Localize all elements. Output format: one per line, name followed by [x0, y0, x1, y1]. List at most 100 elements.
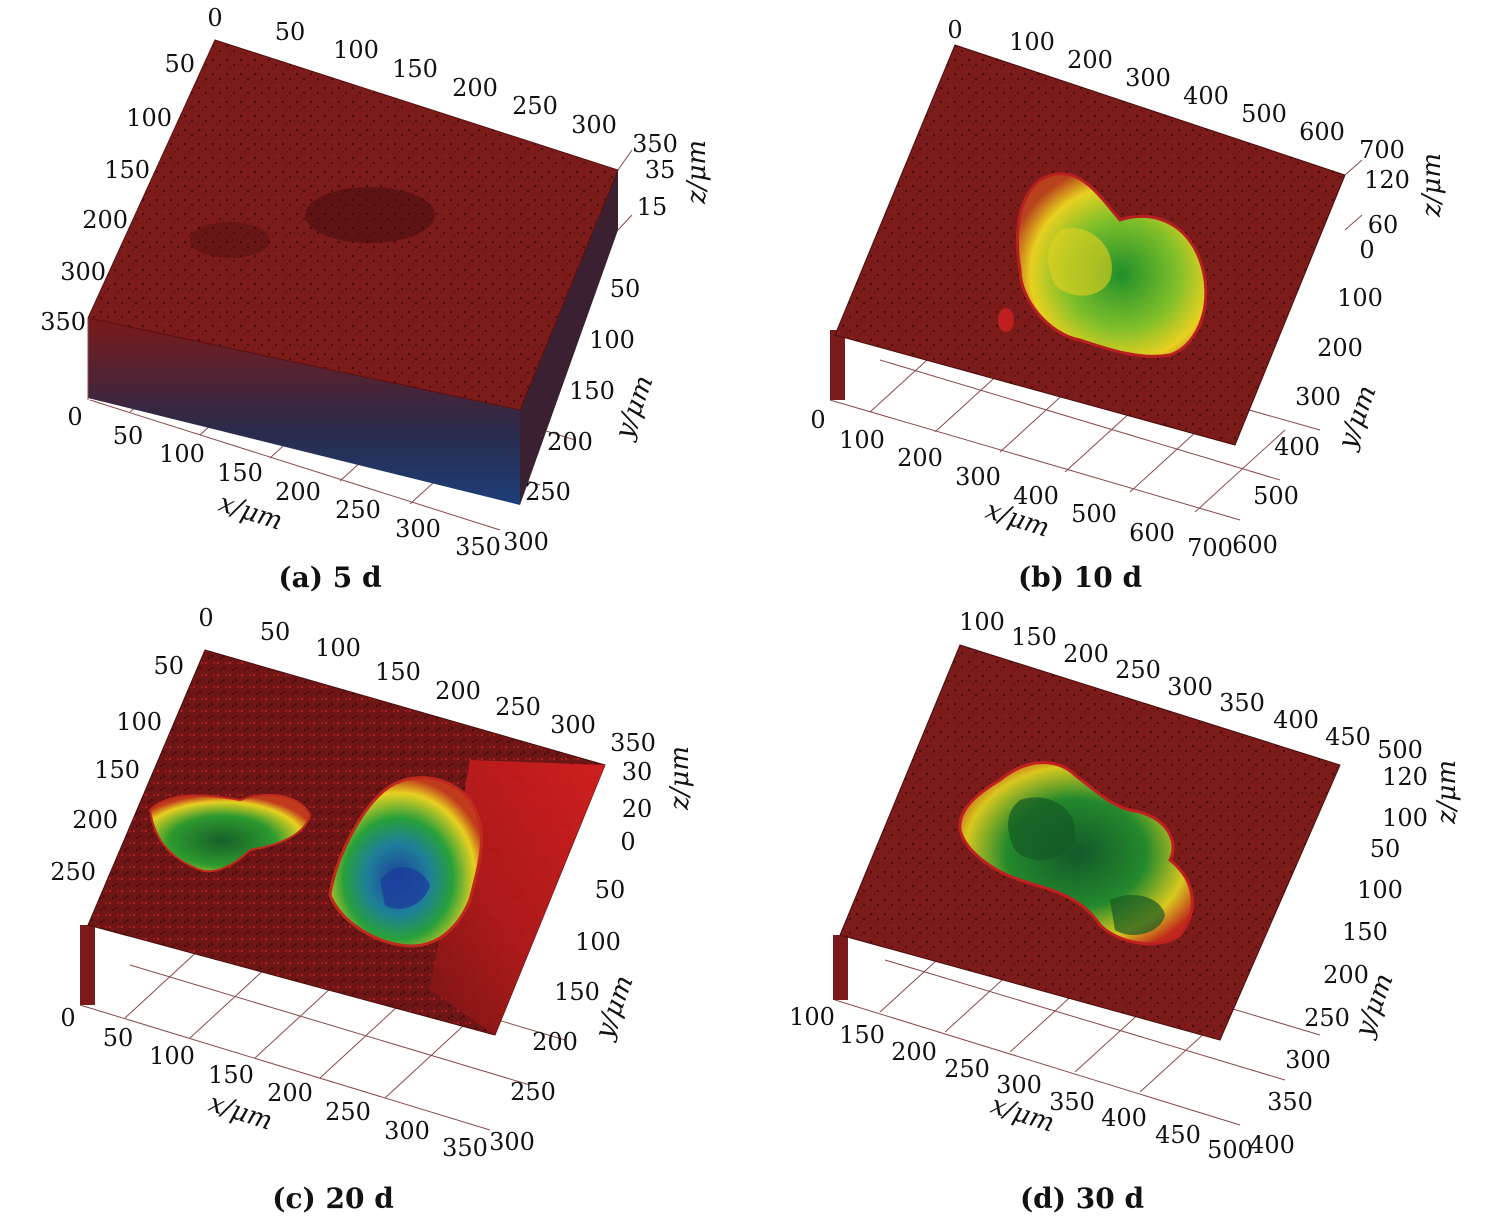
x-top-tick: 600 — [1299, 118, 1345, 146]
x-bottom-tick: 250 — [335, 496, 381, 524]
x-top-tick: 150 — [392, 55, 438, 83]
x-bottom-tick: 300 — [955, 463, 1001, 491]
z-tick: 120 — [1364, 166, 1410, 194]
x-top-tick: 350 — [610, 729, 656, 757]
y-right-tick: 50 — [595, 876, 626, 904]
y-right-tick: 600 — [1232, 531, 1278, 559]
x-top-tick: 500 — [1241, 100, 1287, 128]
z-box — [80, 925, 95, 1005]
z-tick: 0 — [620, 828, 635, 856]
x-bottom-tick: 350 — [455, 533, 501, 561]
x-top-tick: 100 — [959, 608, 1005, 636]
dark-patch — [305, 187, 435, 243]
y-right-tick: 150 — [569, 377, 615, 405]
pit-deep — [1008, 797, 1076, 861]
z-tick: 60 — [1368, 211, 1399, 239]
x-bottom-tick: 150 — [208, 1061, 254, 1089]
x-bottom-tick: 500 — [1071, 500, 1117, 528]
x-top-tick: 200 — [1063, 640, 1109, 668]
z-axis-box — [87, 149, 633, 400]
x-bottom-tick: 350 — [1049, 1088, 1095, 1116]
x-top-tick: 350 — [1219, 689, 1265, 717]
x-bottom-tick: 300 — [395, 515, 441, 543]
x-axis-label: x/μm — [205, 1088, 276, 1137]
panel-b: 0 100 200 300 400 500 600 700 120 60 z/μ… — [810, 16, 1447, 594]
y-right-tick: 300 — [1285, 1046, 1331, 1074]
x-top-tick: 50 — [275, 18, 306, 46]
z-axis-label: z/μm — [1432, 760, 1462, 825]
dark-patch — [190, 222, 270, 258]
x-top-tick: 250 — [1115, 656, 1161, 684]
x-bottom-tick: 400 — [1013, 482, 1059, 510]
x-bottom-tick: 100 — [159, 440, 205, 468]
y-right-tick: 100 — [1357, 876, 1403, 904]
x-bottom-tick: 250 — [325, 1098, 371, 1126]
y-right-tick: 100 — [1337, 284, 1383, 312]
x-top-tick: 300 — [571, 111, 617, 139]
y-right-tick: 150 — [554, 978, 600, 1006]
x-top-tick: 150 — [1011, 623, 1057, 651]
x-bottom-tick: 100 — [149, 1042, 195, 1070]
pit-deep — [380, 867, 430, 909]
x-bottom-tick: 300 — [384, 1117, 430, 1145]
x-bottom-tick: 500 — [1207, 1136, 1253, 1164]
x-top-tick: 50 — [260, 618, 291, 646]
x-top-tick: 0 — [198, 604, 213, 632]
front-wall — [88, 318, 520, 505]
y-right-tick: 300 — [489, 1128, 535, 1156]
x-top-tick: 400 — [1273, 706, 1319, 734]
y-right-tick: 300 — [1295, 383, 1341, 411]
x-top-tick: 200 — [452, 74, 498, 102]
z-tick: 100 — [1382, 804, 1428, 832]
y-left-tick: 100 — [126, 104, 172, 132]
caption-a: (a) 5 d — [278, 561, 381, 594]
y-right-tick: 150 — [1342, 918, 1388, 946]
y-left-tick: 250 — [50, 858, 96, 886]
z-tick: 35 — [645, 156, 676, 184]
panel-d: 100 150 200 250 300 350 400 450 500 120 … — [789, 608, 1462, 1215]
x-top-tick: 200 — [1067, 46, 1113, 74]
pit-left — [148, 794, 312, 873]
y-right-tick: 200 — [532, 1028, 578, 1056]
y-right-tick: 250 — [510, 1078, 556, 1106]
z-tick: 120 — [1382, 763, 1428, 791]
pit-rim — [1048, 228, 1112, 296]
y-axis-label: y/μm — [609, 372, 660, 444]
y-right-tick: 200 — [547, 428, 593, 456]
x-bottom-tick: 0 — [810, 406, 825, 434]
x-bottom-tick: 700 — [1187, 534, 1233, 562]
y-right-tick: 50 — [1370, 835, 1401, 863]
y-right-tick: 100 — [589, 326, 635, 354]
right-wall — [520, 170, 618, 505]
x-bottom-tick: 200 — [897, 444, 943, 472]
x-bottom-tick: 50 — [113, 422, 144, 450]
y-left-tick: 200 — [82, 206, 128, 234]
z-axis-box — [1344, 159, 1363, 231]
x-top-tick: 500 — [1377, 736, 1423, 764]
z-axis-label: z/μm — [1417, 153, 1447, 218]
y-right-tick: 200 — [1323, 961, 1369, 989]
x-bottom-tick: 600 — [1129, 519, 1175, 547]
z-box — [833, 935, 848, 1000]
x-top-tick: 0 — [207, 4, 222, 32]
x-top-tick: 350 — [632, 130, 678, 158]
x-bottom-tick: 350 — [442, 1134, 488, 1162]
y-right-tick: 400 — [1274, 433, 1320, 461]
x-top-tick: 300 — [1125, 64, 1171, 92]
y-left-tick: 150 — [104, 156, 150, 184]
z-axis-label: z/μm — [665, 746, 695, 811]
y-right-tick: 100 — [575, 928, 621, 956]
z-axis-label: z/μm — [682, 140, 712, 205]
y-left-tick: 150 — [94, 756, 140, 784]
x-bottom-tick: 150 — [839, 1021, 885, 1049]
x-bottom-tick: 0 — [67, 403, 82, 431]
x-top-tick: 400 — [1183, 82, 1229, 110]
small-pit — [998, 308, 1014, 332]
y-left-tick: 50 — [164, 50, 195, 78]
y-left-tick: 200 — [72, 806, 118, 834]
x-top-tick: 700 — [1359, 136, 1405, 164]
x-top-tick: 0 — [947, 16, 962, 44]
x-bottom-tick: 200 — [275, 478, 321, 506]
x-bottom-tick: 50 — [103, 1024, 134, 1052]
y-right-tick: 400 — [1249, 1131, 1295, 1159]
